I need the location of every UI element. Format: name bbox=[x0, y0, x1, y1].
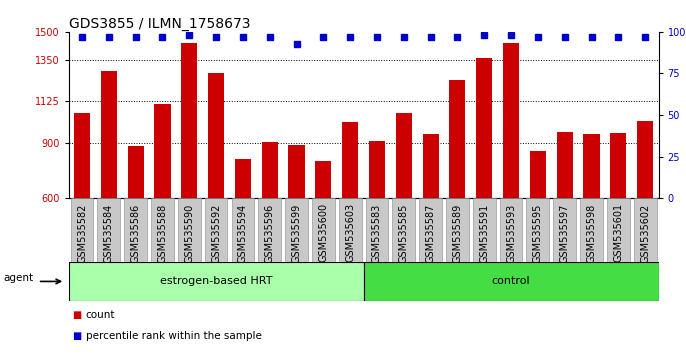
Bar bbox=[259, 198, 281, 262]
Text: control: control bbox=[492, 276, 530, 286]
Bar bbox=[101, 71, 117, 198]
Text: percentile rank within the sample: percentile rank within the sample bbox=[86, 331, 261, 341]
Bar bbox=[124, 198, 147, 262]
Text: GSM535601: GSM535601 bbox=[613, 203, 624, 262]
Bar bbox=[74, 113, 90, 198]
Text: GSM535597: GSM535597 bbox=[560, 203, 569, 263]
Bar bbox=[181, 43, 198, 198]
Text: GSM535599: GSM535599 bbox=[292, 203, 302, 263]
Bar bbox=[289, 145, 305, 198]
Text: GSM535600: GSM535600 bbox=[318, 203, 329, 262]
Bar bbox=[316, 161, 331, 198]
Bar bbox=[71, 198, 93, 262]
Bar bbox=[634, 198, 657, 262]
Bar bbox=[204, 198, 228, 262]
Bar bbox=[261, 142, 278, 198]
Text: GSM535602: GSM535602 bbox=[640, 203, 650, 263]
Bar bbox=[178, 198, 201, 262]
Bar bbox=[580, 198, 603, 262]
Bar bbox=[366, 198, 388, 262]
Text: GSM535591: GSM535591 bbox=[480, 203, 489, 263]
Text: GSM535598: GSM535598 bbox=[587, 203, 597, 263]
Text: GDS3855 / ILMN_1758673: GDS3855 / ILMN_1758673 bbox=[69, 17, 250, 31]
Text: agent: agent bbox=[3, 273, 34, 283]
Bar bbox=[554, 198, 576, 262]
Bar bbox=[419, 198, 442, 262]
Bar bbox=[392, 198, 415, 262]
Text: count: count bbox=[86, 310, 115, 320]
Bar bbox=[97, 198, 120, 262]
Bar bbox=[449, 80, 466, 198]
Bar bbox=[208, 73, 224, 198]
Text: GSM535586: GSM535586 bbox=[130, 203, 141, 263]
Text: GSM535596: GSM535596 bbox=[265, 203, 274, 263]
Text: GSM535585: GSM535585 bbox=[399, 203, 409, 263]
Bar bbox=[499, 198, 523, 262]
Bar bbox=[446, 198, 469, 262]
Text: GSM535594: GSM535594 bbox=[238, 203, 248, 263]
Text: GSM535592: GSM535592 bbox=[211, 203, 221, 263]
Text: GSM535603: GSM535603 bbox=[345, 203, 355, 262]
Text: GSM535584: GSM535584 bbox=[104, 203, 114, 263]
Bar bbox=[476, 58, 493, 198]
Text: ■: ■ bbox=[72, 331, 81, 341]
Bar bbox=[526, 198, 549, 262]
Bar bbox=[637, 121, 653, 198]
Bar bbox=[607, 198, 630, 262]
Text: GSM535583: GSM535583 bbox=[372, 203, 382, 263]
Bar bbox=[151, 198, 174, 262]
Bar bbox=[69, 262, 364, 301]
Text: ■: ■ bbox=[72, 310, 81, 320]
Bar bbox=[339, 198, 362, 262]
Text: GSM535590: GSM535590 bbox=[185, 203, 194, 263]
Bar bbox=[611, 133, 626, 198]
Text: GSM535589: GSM535589 bbox=[453, 203, 462, 263]
Text: GSM535582: GSM535582 bbox=[77, 203, 87, 263]
Text: GSM535593: GSM535593 bbox=[506, 203, 516, 263]
Bar bbox=[154, 104, 171, 198]
Text: estrogen-based HRT: estrogen-based HRT bbox=[160, 276, 272, 286]
Bar bbox=[530, 151, 546, 198]
Bar bbox=[369, 141, 385, 198]
Bar bbox=[396, 113, 412, 198]
Bar bbox=[473, 198, 496, 262]
Bar bbox=[503, 43, 519, 198]
Text: GSM535588: GSM535588 bbox=[158, 203, 167, 263]
Text: GSM535595: GSM535595 bbox=[533, 203, 543, 263]
Bar bbox=[584, 133, 600, 198]
Bar bbox=[231, 198, 255, 262]
Bar bbox=[342, 122, 358, 198]
Bar bbox=[423, 133, 438, 198]
Bar bbox=[285, 198, 308, 262]
Bar bbox=[312, 198, 335, 262]
Bar bbox=[128, 147, 143, 198]
Bar bbox=[556, 132, 573, 198]
Bar bbox=[364, 262, 659, 301]
Text: GSM535587: GSM535587 bbox=[425, 203, 436, 263]
Bar bbox=[235, 159, 251, 198]
